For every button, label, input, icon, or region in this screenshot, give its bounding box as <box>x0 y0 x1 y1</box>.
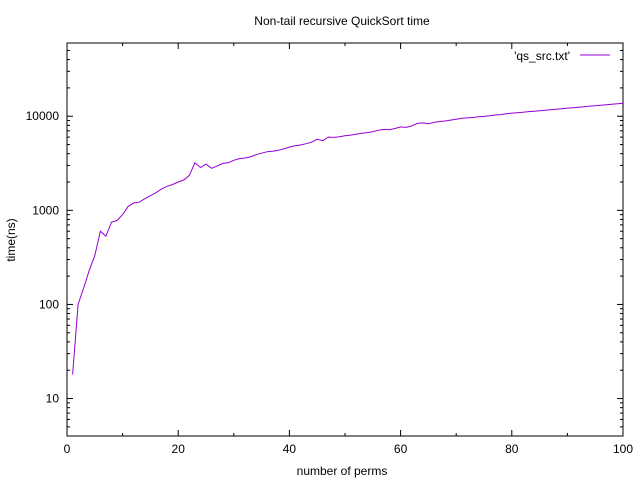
series-layer <box>72 102 624 375</box>
y-tick-label: 10000 <box>26 109 60 123</box>
x-tick-label: 80 <box>505 442 519 456</box>
chart-title: Non-tail recursive QuickSort time <box>254 14 430 28</box>
x-axis: 0 20 40 60 80 100 <box>64 43 633 456</box>
series-line <box>72 102 624 375</box>
x-tick-label: 60 <box>394 442 408 456</box>
y-tick-label: 100 <box>39 297 59 311</box>
x-tick-label: 0 <box>64 442 71 456</box>
legend: 'qs_src.txt' <box>514 49 610 63</box>
plot-area: 0 20 40 60 80 100 10 100 1000 10000 <box>26 42 633 456</box>
x-tick-label: 40 <box>283 442 297 456</box>
x-axis-label: number of perms <box>297 464 388 478</box>
y-tick-label: 10 <box>46 392 60 406</box>
x-tick-label: 20 <box>172 442 186 456</box>
y-tick-label: 1000 <box>32 203 59 217</box>
y-axis-label: time(ns) <box>4 218 18 261</box>
legend-label: 'qs_src.txt' <box>514 49 570 63</box>
y-axis: 10 100 1000 10000 <box>26 42 623 437</box>
plot-frame <box>66 42 624 437</box>
x-tick-label: 100 <box>613 442 633 456</box>
